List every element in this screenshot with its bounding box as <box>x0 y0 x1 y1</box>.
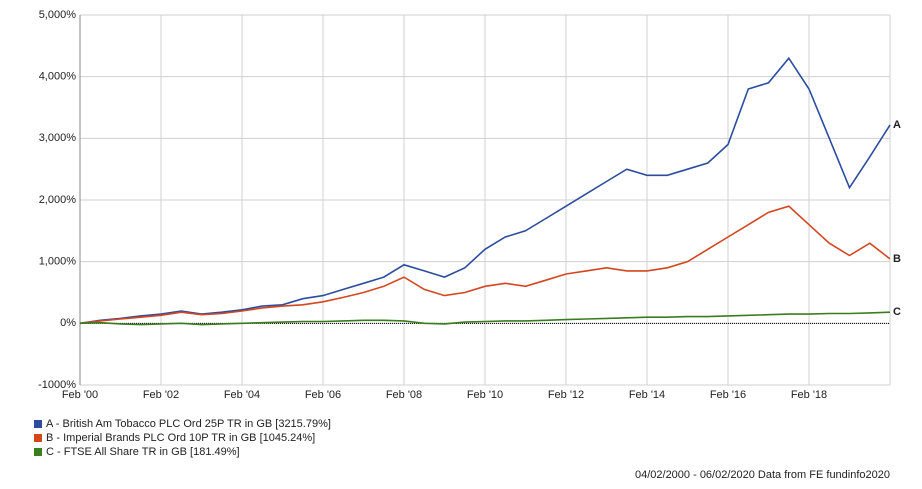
legend-swatch <box>34 420 42 428</box>
legend-label: A - British Am Tobacco PLC Ord 25P TR in… <box>46 418 331 430</box>
y-tick-label: 2,000% <box>39 194 77 206</box>
x-tick-label: Feb '10 <box>467 389 503 401</box>
x-tick-label: Feb '00 <box>62 389 98 401</box>
x-tick-label: Feb '06 <box>305 389 341 401</box>
legend-swatch <box>34 434 42 442</box>
y-tick-label: 5,000% <box>39 9 77 21</box>
end-label: C <box>893 306 901 318</box>
end-label: B <box>893 253 901 265</box>
legend-label: B - Imperial Brands PLC Ord 10P TR in GB… <box>46 432 315 444</box>
footer: 04/02/2000 - 06/02/2020 Data from FE fun… <box>635 469 890 481</box>
y-tick-label: -1000% <box>38 379 76 391</box>
y-tick-label: 4,000% <box>39 71 77 83</box>
x-tick-label: Feb '14 <box>629 389 665 401</box>
x-tick-label: Feb '02 <box>143 389 179 401</box>
y-tick-label: 0% <box>60 317 76 329</box>
x-tick-label: Feb '18 <box>791 389 827 401</box>
x-tick-label: Feb '12 <box>548 389 584 401</box>
x-tick-label: Feb '16 <box>710 389 746 401</box>
x-tick-label: Feb '08 <box>386 389 422 401</box>
legend-label: C - FTSE All Share TR in GB [181.49%] <box>46 446 240 458</box>
series-line <box>79 311 891 326</box>
x-tick-label: Feb '04 <box>224 389 260 401</box>
end-label: A <box>893 119 901 131</box>
y-tick-label: 3,000% <box>39 132 77 144</box>
series-line <box>79 56 891 325</box>
y-tick-label: 1,000% <box>39 256 77 268</box>
series-line <box>79 205 891 325</box>
legend-swatch <box>34 448 42 456</box>
